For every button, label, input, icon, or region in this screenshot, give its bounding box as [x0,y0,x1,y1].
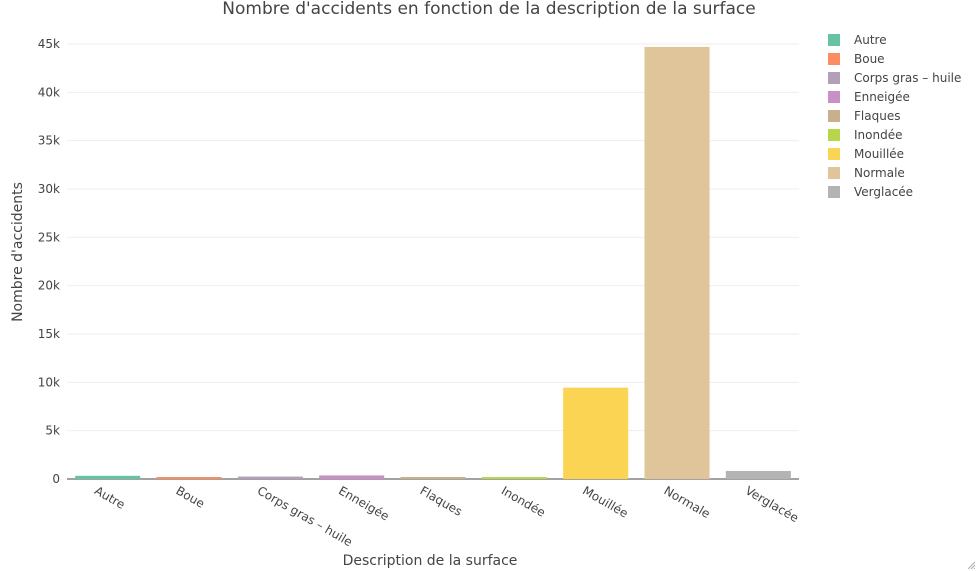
y-axis-title: Nombre d'accidents [10,182,26,322]
x-tick-label: Verglacée [743,483,801,525]
bar[interactable] [400,477,466,479]
legend-label: Mouillée [854,147,904,161]
resize-handle-icon[interactable] [967,561,975,569]
bar[interactable] [319,475,385,479]
legend-label: Flaques [854,109,900,123]
legend-item[interactable]: Autre [828,33,887,47]
bar[interactable] [644,46,710,480]
x-tick-label: Boue [174,483,207,510]
bar[interactable] [563,387,629,479]
legend-label: Corps gras – huile [854,71,961,85]
y-tick-label: 40k [38,85,60,99]
legend-label: Enneigée [854,90,910,104]
legend-swatch [828,53,840,65]
y-tick-label: 25k [38,230,60,244]
legend-swatch [828,167,840,179]
legend-swatch [828,34,840,46]
legend-item[interactable]: Verglacée [828,185,913,199]
y-tick-label: 15k [38,327,60,341]
y-tick-label: 20k [38,279,60,293]
x-tick-label: Autre [92,483,127,511]
bar[interactable] [725,470,791,479]
x-tick-label: Mouillée [580,483,630,520]
y-tick-label: 30k [38,182,60,196]
y-axis-ticks: 0 5k 10k 15k 20k 25k 30k 35k 40k 45k [38,37,60,486]
legend-swatch [828,110,840,122]
bars [75,46,791,480]
legend-item[interactable]: Mouillée [828,147,904,161]
legend-label: Inondée [854,128,902,142]
bar[interactable] [75,475,141,479]
y-tick-label: 10k [38,375,60,389]
legend-swatch [828,129,840,141]
legend-label: Normale [854,166,905,180]
legend-swatch [828,186,840,198]
bar[interactable] [481,477,547,479]
bar[interactable] [156,477,222,479]
legend-swatch [828,72,840,84]
chart-title: Nombre d'accidents en fonction de la des… [222,0,755,19]
legend-swatch [828,91,840,103]
legend-item[interactable]: Inondée [828,128,902,142]
legend-item[interactable]: Boue [828,52,885,66]
legend-item[interactable]: Flaques [828,109,900,123]
y-tick-label: 0 [52,472,60,486]
legend-item[interactable]: Enneigée [828,90,910,104]
legend-label: Boue [854,52,885,66]
x-axis-title: Description de la surface [343,553,518,569]
x-tick-label: Inondée [499,483,548,519]
y-tick-label: 45k [38,37,60,51]
x-tick-label: Flaques [418,483,465,518]
gridlines [67,43,799,480]
legend-label: Autre [854,33,887,47]
legend-item[interactable]: Normale [828,166,905,180]
legend-label: Verglacée [854,185,913,199]
legend-item[interactable]: Corps gras – huile [828,71,961,85]
y-tick-label: 5k [45,424,60,438]
bar[interactable] [237,476,303,479]
legend[interactable]: Autre Boue Corps gras – huile Enneigée Flaqu… [828,33,961,199]
y-tick-label: 35k [38,134,60,148]
x-tick-label: Enneigée [336,483,391,523]
legend-swatch [828,148,840,160]
x-tick-label: Normale [662,483,713,521]
